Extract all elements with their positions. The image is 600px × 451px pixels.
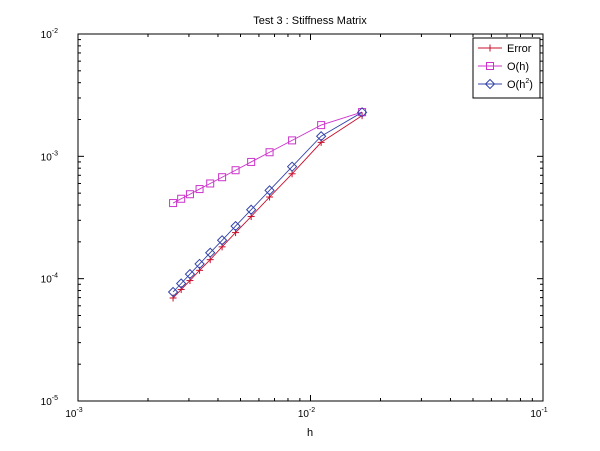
x-tick-label: 10-2: [298, 407, 315, 420]
data-point: [317, 121, 326, 130]
data-point: [358, 108, 367, 117]
series-line: [172, 111, 363, 293]
data-point: [230, 220, 241, 232]
data-point: [195, 185, 204, 194]
series-2: [167, 107, 368, 298]
data-point: [185, 190, 194, 199]
data-point: [206, 179, 215, 188]
data-point: [177, 286, 185, 294]
data-point: [286, 161, 298, 172]
y-tick-label: 10-5: [41, 395, 58, 408]
data-point: [177, 194, 186, 203]
legend-label: Error: [507, 43, 532, 55]
legend-marker: [486, 44, 494, 52]
data-point: [175, 278, 187, 289]
series-1: [169, 108, 367, 208]
data-point: [245, 204, 257, 215]
data-point: [265, 148, 274, 157]
y-axis: 10-5 10-4 10-3 10-2: [41, 28, 543, 408]
y-tick-label: 10-4: [41, 273, 58, 286]
data-point: [356, 107, 368, 118]
plot-area: [77, 33, 544, 402]
data-point: [288, 136, 297, 145]
chart-title: Test 3 : Stiffness Matrix: [253, 15, 367, 27]
y-tick-label: 10-3: [41, 150, 58, 163]
series-line: [172, 115, 363, 299]
data-point: [194, 258, 205, 270]
data-point: [216, 235, 228, 246]
legend-marker: [484, 78, 496, 90]
series-layer: [167, 107, 368, 302]
legend-label: O(h2): [507, 78, 533, 91]
data-point: [169, 199, 178, 208]
data-point: [205, 247, 216, 258]
data-point: [184, 268, 196, 280]
legend-label: O(h): [507, 61, 529, 73]
x-tick-label: 10-3: [65, 407, 82, 420]
data-point: [315, 131, 327, 142]
data-point: [169, 294, 177, 302]
data-point: [218, 173, 227, 182]
x-tick-label: 10-1: [530, 407, 547, 420]
data-point: [167, 286, 179, 298]
data-point: [231, 166, 240, 175]
data-point: [264, 185, 275, 196]
y-tick-label: 10-2: [41, 28, 58, 41]
legend: Error O(h) O(h2): [472, 37, 541, 99]
data-point: [247, 157, 256, 166]
x-axis: 10-3 10-2 10-1: [65, 34, 548, 420]
legend-marker: [486, 62, 494, 70]
x-axis-label: h: [307, 427, 313, 439]
series-line: [172, 111, 363, 204]
